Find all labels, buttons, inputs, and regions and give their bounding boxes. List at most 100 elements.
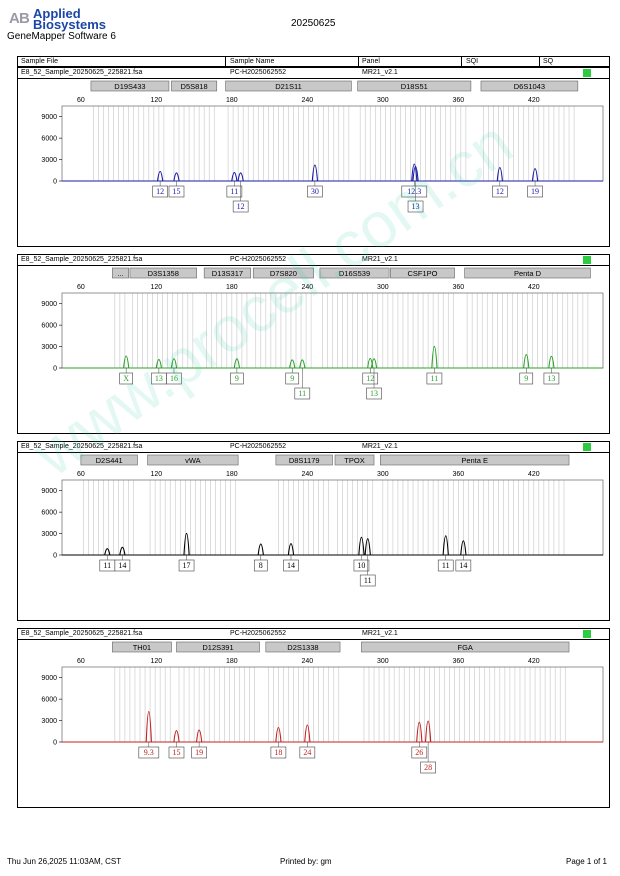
plot-frame [61, 479, 604, 556]
x-tick-label: 120 [151, 471, 163, 478]
x-tick-label: 60 [77, 658, 85, 665]
allele-call-box [299, 746, 316, 759]
allele-call-label: 11 [103, 561, 111, 570]
allele-call-label: 26 [415, 748, 423, 757]
x-tick-label: 60 [77, 471, 85, 478]
x-tick-label: 300 [377, 658, 389, 665]
allele-call-label: 14 [459, 561, 467, 570]
marker-bar [390, 267, 455, 279]
marker-bar [225, 80, 352, 92]
electropherogram-panel-blue: E8_52_Sample_20250625_225821.fsa PC-H202… [17, 67, 610, 247]
peak [364, 538, 371, 556]
peak [367, 357, 374, 369]
sample-file: E8_52_Sample_20250625_225821.fsa [21, 256, 143, 263]
allele-call-box [401, 185, 428, 198]
panel-info-row: E8_52_Sample_20250625_225821.fsa PC-H202… [18, 255, 609, 266]
marker-label: D18S51 [401, 82, 428, 91]
marker-bar [380, 454, 570, 466]
x-tick-label: 300 [377, 471, 389, 478]
brand-line2: Biosystems [33, 17, 106, 32]
marker-label: D13S317 [212, 269, 243, 278]
marker-label: Penta E [461, 456, 488, 465]
marker-bar [319, 267, 390, 279]
panel-name: MR21_v2.1 [362, 69, 398, 76]
sample-name: PC-H2025062552 [230, 630, 287, 637]
allele-call-box [168, 185, 185, 198]
sq-status-indicator [583, 630, 591, 638]
peak [173, 730, 180, 743]
col-sq: SQ [543, 58, 554, 65]
printed-timestamp: Thu Jun 26,2025 11:03AM, CST [7, 857, 122, 866]
col-sample-name: Sample Name [230, 58, 275, 65]
allele-call-label: 12 [156, 187, 164, 196]
allele-call-label: 24 [303, 748, 311, 757]
allele-call-box [232, 200, 249, 213]
x-tick-label: 180 [226, 284, 238, 291]
y-tick-label: 6000 [41, 323, 57, 330]
marker-bar [480, 80, 579, 92]
software-name: GeneMapper Software 6 [7, 31, 116, 42]
column-header-row: Sample File Sample Name Panel SQI SQ [17, 56, 610, 67]
peak [155, 359, 163, 369]
peak [431, 345, 438, 369]
col-panel: Panel [362, 58, 380, 65]
allele-call-box [285, 372, 300, 385]
allele-call-box [420, 761, 436, 774]
peak [304, 724, 311, 743]
peak [170, 358, 178, 369]
sample-file: E8_52_Sample_20250625_225821.fsa [21, 443, 143, 450]
peak [104, 548, 111, 556]
panel-info-row: E8_52_Sample_20250625_225821.fsa PC-H202… [18, 68, 609, 79]
marker-label: TPOX [344, 456, 364, 465]
brand-name: Applied Biosystems [33, 7, 106, 32]
page-number: Page 1 of 1 [566, 857, 607, 866]
electropherogram-panel-red: E8_52_Sample_20250625_225821.fsa PC-H202… [17, 628, 610, 808]
x-tick-label: 300 [377, 284, 389, 291]
panel-info-row: E8_52_Sample_20250625_225821.fsa PC-H202… [18, 442, 609, 453]
marker-label: D7S820 [270, 269, 297, 278]
sq-status-indicator [583, 69, 591, 77]
marker-label: ... [117, 269, 123, 278]
peak [460, 540, 467, 556]
marker-bar [334, 454, 375, 466]
y-tick-label: 9000 [41, 301, 57, 308]
peak [370, 358, 378, 369]
peak [442, 535, 449, 556]
allele-call-box [359, 574, 376, 587]
allele-call-label: 12.3 [407, 187, 421, 196]
allele-call-label: 19 [531, 187, 539, 196]
marker-bar [275, 454, 333, 466]
peak [275, 726, 282, 743]
x-tick-label: 420 [528, 658, 540, 665]
allele-call-box [152, 185, 168, 198]
marker-label: D12S391 [202, 643, 233, 652]
allele-call-box [492, 185, 508, 198]
allele-call-box [426, 372, 443, 385]
x-tick-label: 180 [226, 658, 238, 665]
black-dye-plot: D2S441 vWA D8S1179 TPOX Penta E 60 120 180 240 30… [41, 454, 604, 587]
peak [411, 163, 418, 182]
allele-call-label: 14 [118, 561, 126, 570]
allele-call-label: 11 [231, 187, 239, 196]
marker-label: D5S818 [181, 82, 208, 91]
marker-bar [80, 454, 138, 466]
svg-text:A: A [9, 10, 20, 26]
allele-call-label: 14 [287, 561, 295, 570]
allele-call-label: 10 [357, 561, 365, 570]
allele-call-label: 11 [431, 374, 439, 383]
allele-call-label: X [123, 374, 129, 383]
peak [237, 172, 244, 182]
peak [496, 167, 503, 182]
marker-label: D6S1043 [514, 82, 545, 91]
y-tick-label: 9000 [41, 675, 57, 682]
marker-bar [176, 641, 260, 653]
allele-call-box [519, 372, 534, 385]
x-tick-label: 360 [452, 284, 464, 291]
allele-call-box [407, 200, 424, 213]
allele-call-label: 9 [235, 374, 239, 383]
y-tick-label: 0 [53, 553, 57, 560]
plot-frame [61, 666, 604, 743]
peak [299, 359, 306, 369]
allele-call-box [527, 185, 543, 198]
